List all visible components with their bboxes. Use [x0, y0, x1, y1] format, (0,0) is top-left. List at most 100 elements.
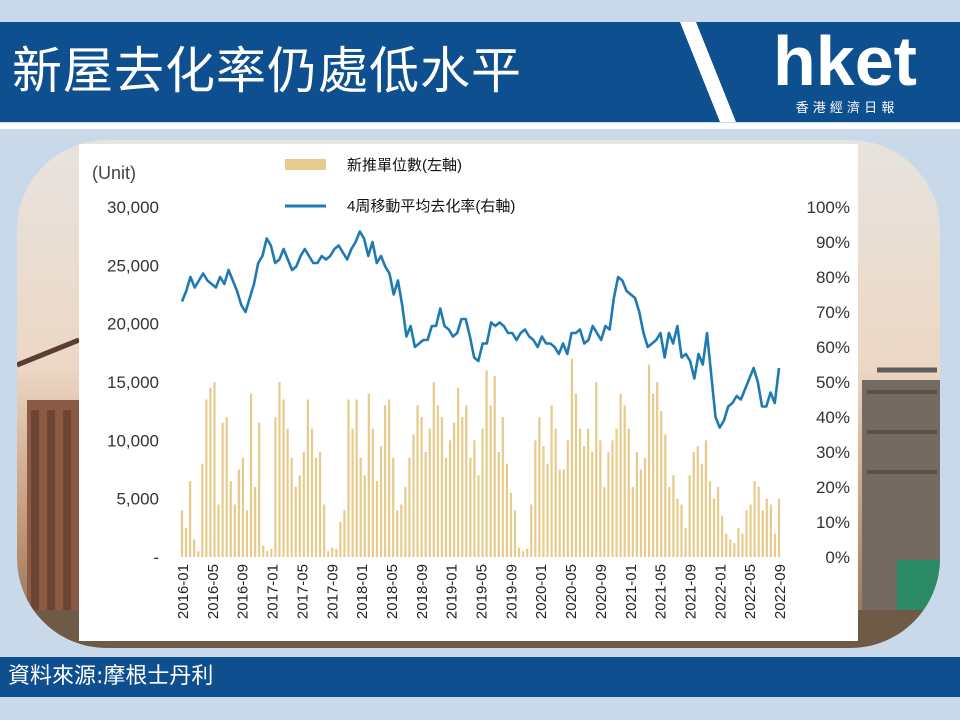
logo-subtext: 香 港 經 濟 日 報 [796, 100, 895, 116]
right-tick-label: 20% [816, 478, 850, 497]
x-tick-label: 2021-09 [683, 564, 700, 619]
bar [396, 510, 399, 557]
bar [209, 387, 212, 557]
bar [461, 417, 464, 557]
bar [314, 457, 318, 557]
bar [278, 382, 281, 557]
bar [282, 399, 285, 557]
bar [761, 510, 764, 557]
bar [550, 405, 553, 557]
bar [712, 498, 716, 557]
top-strip [0, 0, 960, 22]
bar [582, 446, 586, 557]
bar [392, 457, 395, 557]
legend-label-bars: 新推單位數(左軸) [347, 157, 462, 174]
page-title: 新屋去化率仍處低水平 [12, 42, 522, 100]
bar [241, 457, 245, 557]
bar [237, 469, 240, 557]
bar [534, 440, 537, 557]
left-tick-label: 20,000 [107, 315, 159, 334]
x-tick-label: 2020-01 [533, 564, 550, 619]
bottom-strip [0, 697, 960, 720]
bar [420, 417, 423, 557]
bar [505, 463, 509, 557]
bar [205, 399, 208, 557]
bar [294, 487, 297, 557]
bar [339, 522, 342, 557]
bar [639, 469, 643, 557]
bar [688, 475, 691, 557]
bar [229, 481, 232, 557]
bar [684, 527, 687, 557]
bar [379, 446, 383, 557]
bar [611, 440, 614, 557]
bar [180, 510, 184, 557]
right-tick-label: 90% [816, 233, 850, 252]
bar [465, 405, 468, 557]
bar [424, 452, 427, 557]
x-tick-label: 2022-09 [772, 564, 789, 619]
bar [513, 510, 517, 557]
bar [245, 510, 249, 557]
bar [729, 539, 732, 557]
bar [599, 440, 602, 557]
bar [473, 440, 476, 557]
x-tick-label: 2021-01 [623, 564, 640, 619]
bar [388, 399, 391, 557]
bar [737, 527, 740, 557]
bar [704, 440, 708, 557]
bar [664, 434, 667, 557]
bar [225, 417, 228, 557]
bar [647, 364, 651, 557]
bar [668, 487, 671, 557]
bar [672, 475, 675, 557]
bar [193, 539, 196, 557]
bar [753, 481, 756, 557]
bar [270, 548, 273, 557]
bar [306, 399, 310, 557]
bar [213, 382, 216, 557]
bar [432, 382, 435, 557]
x-tick-label: 2017-01 [265, 564, 282, 619]
bar [757, 487, 760, 557]
bar [266, 551, 269, 557]
bar [615, 428, 618, 557]
bar [623, 405, 626, 557]
bar-series [180, 358, 781, 557]
bar [619, 393, 622, 557]
bar [660, 411, 663, 557]
bar [343, 510, 346, 557]
dual-axis-chart: 30,000 25,000 20,000 15,000 10,000 5,000 - 100… [92, 157, 850, 619]
bar [603, 487, 606, 557]
bar [262, 545, 265, 557]
source-banner [0, 657, 960, 697]
brand-logo: hket 香 港 經 濟 日 報 [680, 22, 960, 122]
bar [696, 446, 699, 557]
right-tick-label: 80% [816, 268, 850, 287]
bar [741, 533, 744, 557]
bar [201, 463, 204, 557]
bar [347, 399, 350, 557]
right-tick-label: 30% [816, 443, 850, 462]
bar [631, 487, 634, 557]
series-line [180, 230, 781, 429]
bar [562, 469, 565, 557]
bar [290, 457, 293, 557]
bar [656, 382, 659, 557]
right-tick-label: 50% [816, 373, 850, 392]
bar [408, 457, 411, 557]
bar [189, 481, 192, 557]
bar [497, 452, 500, 557]
bar [253, 487, 257, 557]
left-tick-label: 5,000 [116, 490, 159, 509]
bar [745, 510, 748, 557]
bar [298, 475, 301, 557]
bar [197, 551, 200, 557]
bar [363, 475, 366, 557]
bar [558, 469, 561, 557]
bar [651, 393, 655, 557]
bar [570, 358, 573, 557]
bar [542, 446, 545, 557]
right-tick-label: 100% [807, 198, 850, 217]
bar [457, 387, 460, 557]
